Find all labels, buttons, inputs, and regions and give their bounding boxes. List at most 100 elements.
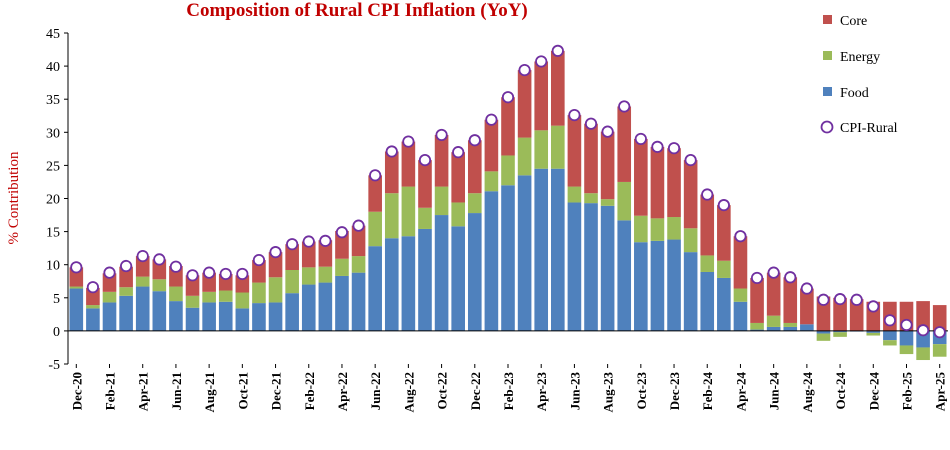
bar-core bbox=[301, 241, 316, 268]
bar-core bbox=[517, 70, 532, 138]
bar-core bbox=[418, 160, 432, 208]
cpi-rural-point bbox=[236, 267, 249, 281]
bar-food bbox=[301, 284, 316, 331]
cpi-rural-point bbox=[302, 235, 315, 248]
bar-energy bbox=[783, 322, 798, 327]
bar-food bbox=[152, 291, 167, 331]
cpi-rural-point bbox=[402, 135, 415, 148]
cpi-rural-point bbox=[850, 293, 863, 306]
legend-label: Core bbox=[840, 14, 867, 29]
bar-core bbox=[384, 151, 399, 194]
bar-food bbox=[899, 330, 914, 346]
cpi-rural-point bbox=[153, 253, 166, 266]
cpi-rural-point bbox=[286, 238, 299, 251]
cpi-rural-point bbox=[900, 318, 913, 332]
bar-food bbox=[467, 213, 482, 331]
cpi-rural-point bbox=[418, 154, 432, 167]
bar-core bbox=[252, 260, 266, 283]
x-tick-label: Dec-20 bbox=[69, 372, 84, 410]
bar-core bbox=[932, 305, 947, 331]
bar-core bbox=[119, 266, 133, 288]
legend: Core Energy Food CPI-Rural bbox=[820, 14, 898, 136]
bar-food bbox=[783, 326, 798, 331]
legend-swatch-food bbox=[823, 87, 832, 96]
cpi-rural-point bbox=[219, 267, 232, 281]
x-tick-label: Aug-21 bbox=[202, 372, 217, 412]
bar-core bbox=[135, 256, 150, 277]
bar-energy bbox=[551, 125, 565, 169]
bar-core bbox=[816, 296, 831, 331]
chart-title: Composition of Rural CPI Inflation (YoY) bbox=[186, 0, 528, 21]
cpi-rural-point bbox=[634, 132, 647, 146]
bar-core bbox=[617, 106, 632, 182]
bar-core bbox=[185, 275, 200, 296]
bar-food bbox=[451, 226, 465, 331]
bar-food bbox=[102, 302, 117, 331]
cpi-rural-point bbox=[501, 91, 515, 104]
bar-core bbox=[700, 194, 715, 256]
cpi-rural-point bbox=[784, 271, 797, 284]
bar-food bbox=[501, 185, 515, 331]
x-tick-label: Feb-24 bbox=[700, 372, 715, 411]
x-tick-label: Feb-25 bbox=[899, 372, 914, 411]
cpi-rural-point bbox=[468, 134, 481, 147]
bar-core bbox=[285, 244, 299, 270]
bar-food bbox=[218, 301, 233, 331]
x-tick-label: Feb-23 bbox=[501, 372, 516, 411]
bar-food bbox=[567, 202, 582, 331]
cpi-rural-point bbox=[817, 293, 830, 306]
bar-energy bbox=[418, 207, 432, 229]
cpi-rural-point bbox=[352, 219, 365, 232]
x-tick-label: Aug-23 bbox=[601, 372, 616, 413]
y-tick-label: 0 bbox=[53, 325, 60, 340]
bar-core bbox=[717, 205, 731, 261]
bar-core bbox=[833, 297, 847, 331]
legend-swatch-core bbox=[823, 15, 832, 24]
bar-energy bbox=[119, 287, 133, 296]
bar-core bbox=[451, 152, 465, 203]
x-tick-label: Apr-22 bbox=[335, 372, 350, 411]
bar-food bbox=[69, 288, 84, 331]
bar-core bbox=[401, 141, 416, 187]
bar-energy bbox=[102, 291, 117, 303]
bar-core bbox=[683, 160, 698, 229]
bar-food bbox=[335, 275, 349, 331]
y-tick-label: 10 bbox=[46, 259, 60, 274]
bar-food bbox=[202, 302, 216, 331]
x-tick-label: Oct-21 bbox=[235, 372, 250, 410]
bar-energy bbox=[650, 218, 665, 241]
y-tick-label: -5 bbox=[48, 358, 60, 373]
bars-layer bbox=[68, 50, 948, 361]
cpi-rural-point bbox=[252, 253, 266, 267]
cpi-rural-point bbox=[618, 100, 631, 113]
bar-food bbox=[883, 330, 897, 341]
bar-food bbox=[766, 326, 781, 331]
cpi-rural-point bbox=[485, 113, 498, 126]
bar-food bbox=[717, 277, 731, 331]
bar-core bbox=[351, 225, 366, 257]
bar-energy bbox=[600, 199, 615, 206]
bar-core bbox=[667, 148, 681, 218]
bar-energy bbox=[833, 332, 847, 337]
x-tick-label: Oct-23 bbox=[634, 372, 649, 410]
bar-core bbox=[102, 273, 117, 292]
bar-energy bbox=[185, 295, 200, 308]
cpi-rural-point bbox=[701, 188, 714, 201]
bar-energy bbox=[252, 282, 266, 304]
cpi-rural-point bbox=[186, 269, 199, 282]
bar-food bbox=[600, 205, 615, 331]
x-tick-label: Jun-24 bbox=[767, 372, 782, 411]
bar-energy bbox=[916, 347, 930, 361]
bar-food bbox=[750, 329, 764, 331]
bar-food bbox=[86, 308, 100, 331]
bar-core bbox=[650, 146, 665, 219]
bar-core bbox=[335, 230, 349, 259]
x-tick-label: Aug-22 bbox=[401, 372, 416, 412]
bar-food bbox=[318, 282, 333, 331]
bar-food bbox=[733, 301, 748, 331]
bar-core bbox=[268, 252, 283, 278]
bar-energy bbox=[899, 345, 914, 355]
bar-core bbox=[235, 275, 250, 293]
cpi-rural-point bbox=[717, 199, 730, 212]
